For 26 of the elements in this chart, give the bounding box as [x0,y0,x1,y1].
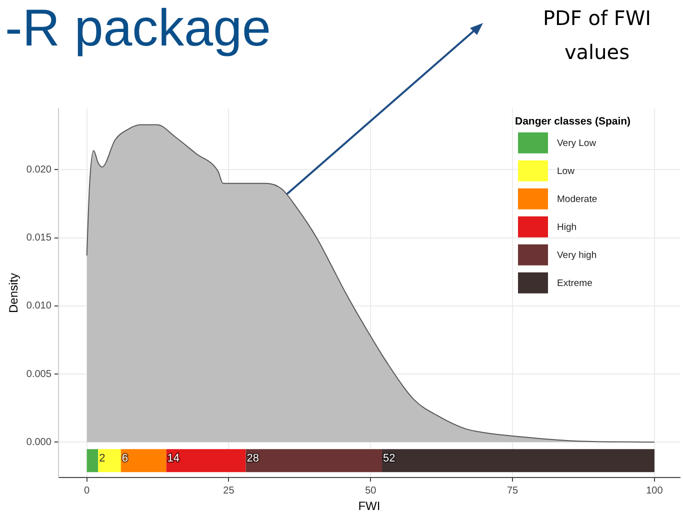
annotation: 6 [122,452,128,465]
x-tick-label: 0 [84,485,90,496]
annotation: 14 [167,452,180,465]
x-tick-label: 25 [223,485,235,496]
x-tick-label: 50 [365,485,377,496]
y-tick-label: 0.020 [26,164,52,176]
legend-label: Extreme [557,278,592,290]
legend-label: Very Low [557,138,596,150]
y-tick-label: 0.015 [26,232,52,244]
annotation: 52 [382,452,396,465]
y-tick-label: 0.005 [26,368,52,380]
legend-label: High [557,222,577,234]
legend-label: Moderate [557,194,598,206]
annotation: 28 [246,452,259,465]
legend-label: Very high [557,250,597,262]
annotation: 2 [99,452,106,465]
text: PDF of FWI values [542,6,652,64]
legend-label: Low [557,166,575,178]
y-tick-label: 0.010 [26,300,52,312]
y-axis-title: Density [6,272,21,314]
y-tick-label: 0.000 [26,436,52,448]
chart-title: -R package [5,0,271,58]
x-tick-label: 100 [646,485,664,496]
x-axis-title: FWI [358,499,380,514]
legend-title: Danger classes (Spain) [515,115,631,128]
x-tick-label: 75 [506,485,519,496]
